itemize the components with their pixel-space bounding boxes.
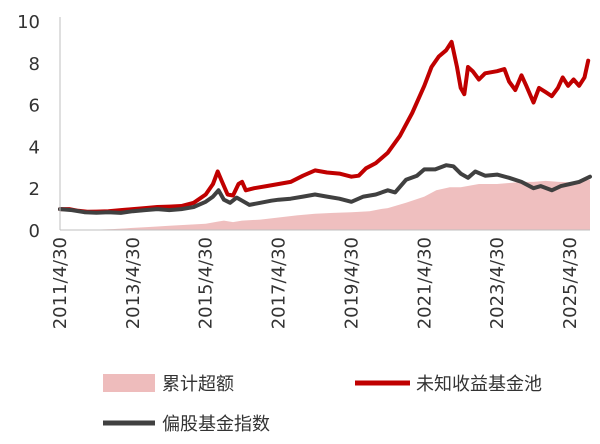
legend: 累计超额 未知收益基金池 偏股基金指数 — [103, 374, 542, 435]
series-line-layer — [58, 39, 592, 215]
series-line-pool — [58, 39, 591, 214]
x-tick-label: 2011/4/30 — [50, 237, 71, 329]
y-tick-label: 2 — [29, 179, 40, 200]
y-tick-label: 0 — [29, 221, 40, 242]
x-tick-label: 2025/4/30 — [560, 237, 581, 329]
series-line-index — [58, 163, 592, 215]
x-tick-label: 2021/4/30 — [414, 237, 435, 329]
x-tick-label: 2023/4/30 — [487, 237, 508, 329]
y-tick-label: 6 — [29, 96, 40, 117]
legend-label-pool: 未知收益基金池 — [416, 374, 542, 395]
x-tick-label: 2013/4/30 — [123, 237, 144, 329]
excess-area-layer — [60, 179, 590, 230]
legend-label-excess: 累计超额 — [162, 374, 234, 395]
legend-swatch-excess — [103, 374, 155, 392]
x-tick-label: 2019/4/30 — [341, 237, 362, 329]
y-tick-label: 10 — [17, 12, 40, 33]
y-tick-label: 4 — [29, 137, 40, 158]
x-tick-label: 2015/4/30 — [196, 237, 217, 329]
y-tick-label: 8 — [29, 54, 40, 75]
x-tick-labels: 2011/4/30 2013/4/30 2015/4/30 2017/4/30 2019… — [50, 237, 581, 329]
axes — [59, 17, 590, 231]
y-tick-labels: 0 2 4 6 8 10 — [17, 12, 40, 242]
series-area-excess — [60, 179, 590, 230]
x-tick-label: 2017/4/30 — [269, 237, 290, 329]
legend-label-index: 偏股基金指数 — [162, 414, 270, 435]
